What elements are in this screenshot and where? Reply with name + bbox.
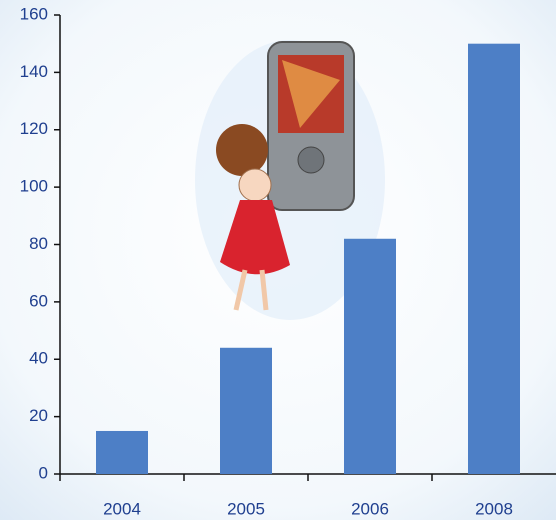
x-tick-label: 2004 bbox=[103, 499, 141, 518]
y-tick-label: 40 bbox=[29, 349, 48, 368]
y-tick-label: 80 bbox=[29, 234, 48, 253]
y-tick-label: 20 bbox=[29, 406, 48, 425]
y-tick-label: 120 bbox=[20, 119, 48, 138]
x-tick-label: 2006 bbox=[351, 499, 389, 518]
chart: 0 20 40 60 80 100 120 140 160 2004 2005 2006 2008 bbox=[0, 0, 556, 520]
bar bbox=[220, 348, 272, 474]
y-tick-label: 100 bbox=[20, 177, 48, 196]
y-tick-label: 60 bbox=[29, 291, 48, 310]
y-tick-label: 140 bbox=[20, 62, 48, 81]
y-tick-label: 0 bbox=[39, 463, 48, 482]
x-tick-label: 2005 bbox=[227, 499, 265, 518]
bar bbox=[468, 44, 520, 474]
x-tick-label: 2008 bbox=[475, 499, 513, 518]
bar bbox=[344, 239, 396, 474]
bar bbox=[96, 431, 148, 474]
y-tick-label: 160 bbox=[20, 4, 48, 23]
